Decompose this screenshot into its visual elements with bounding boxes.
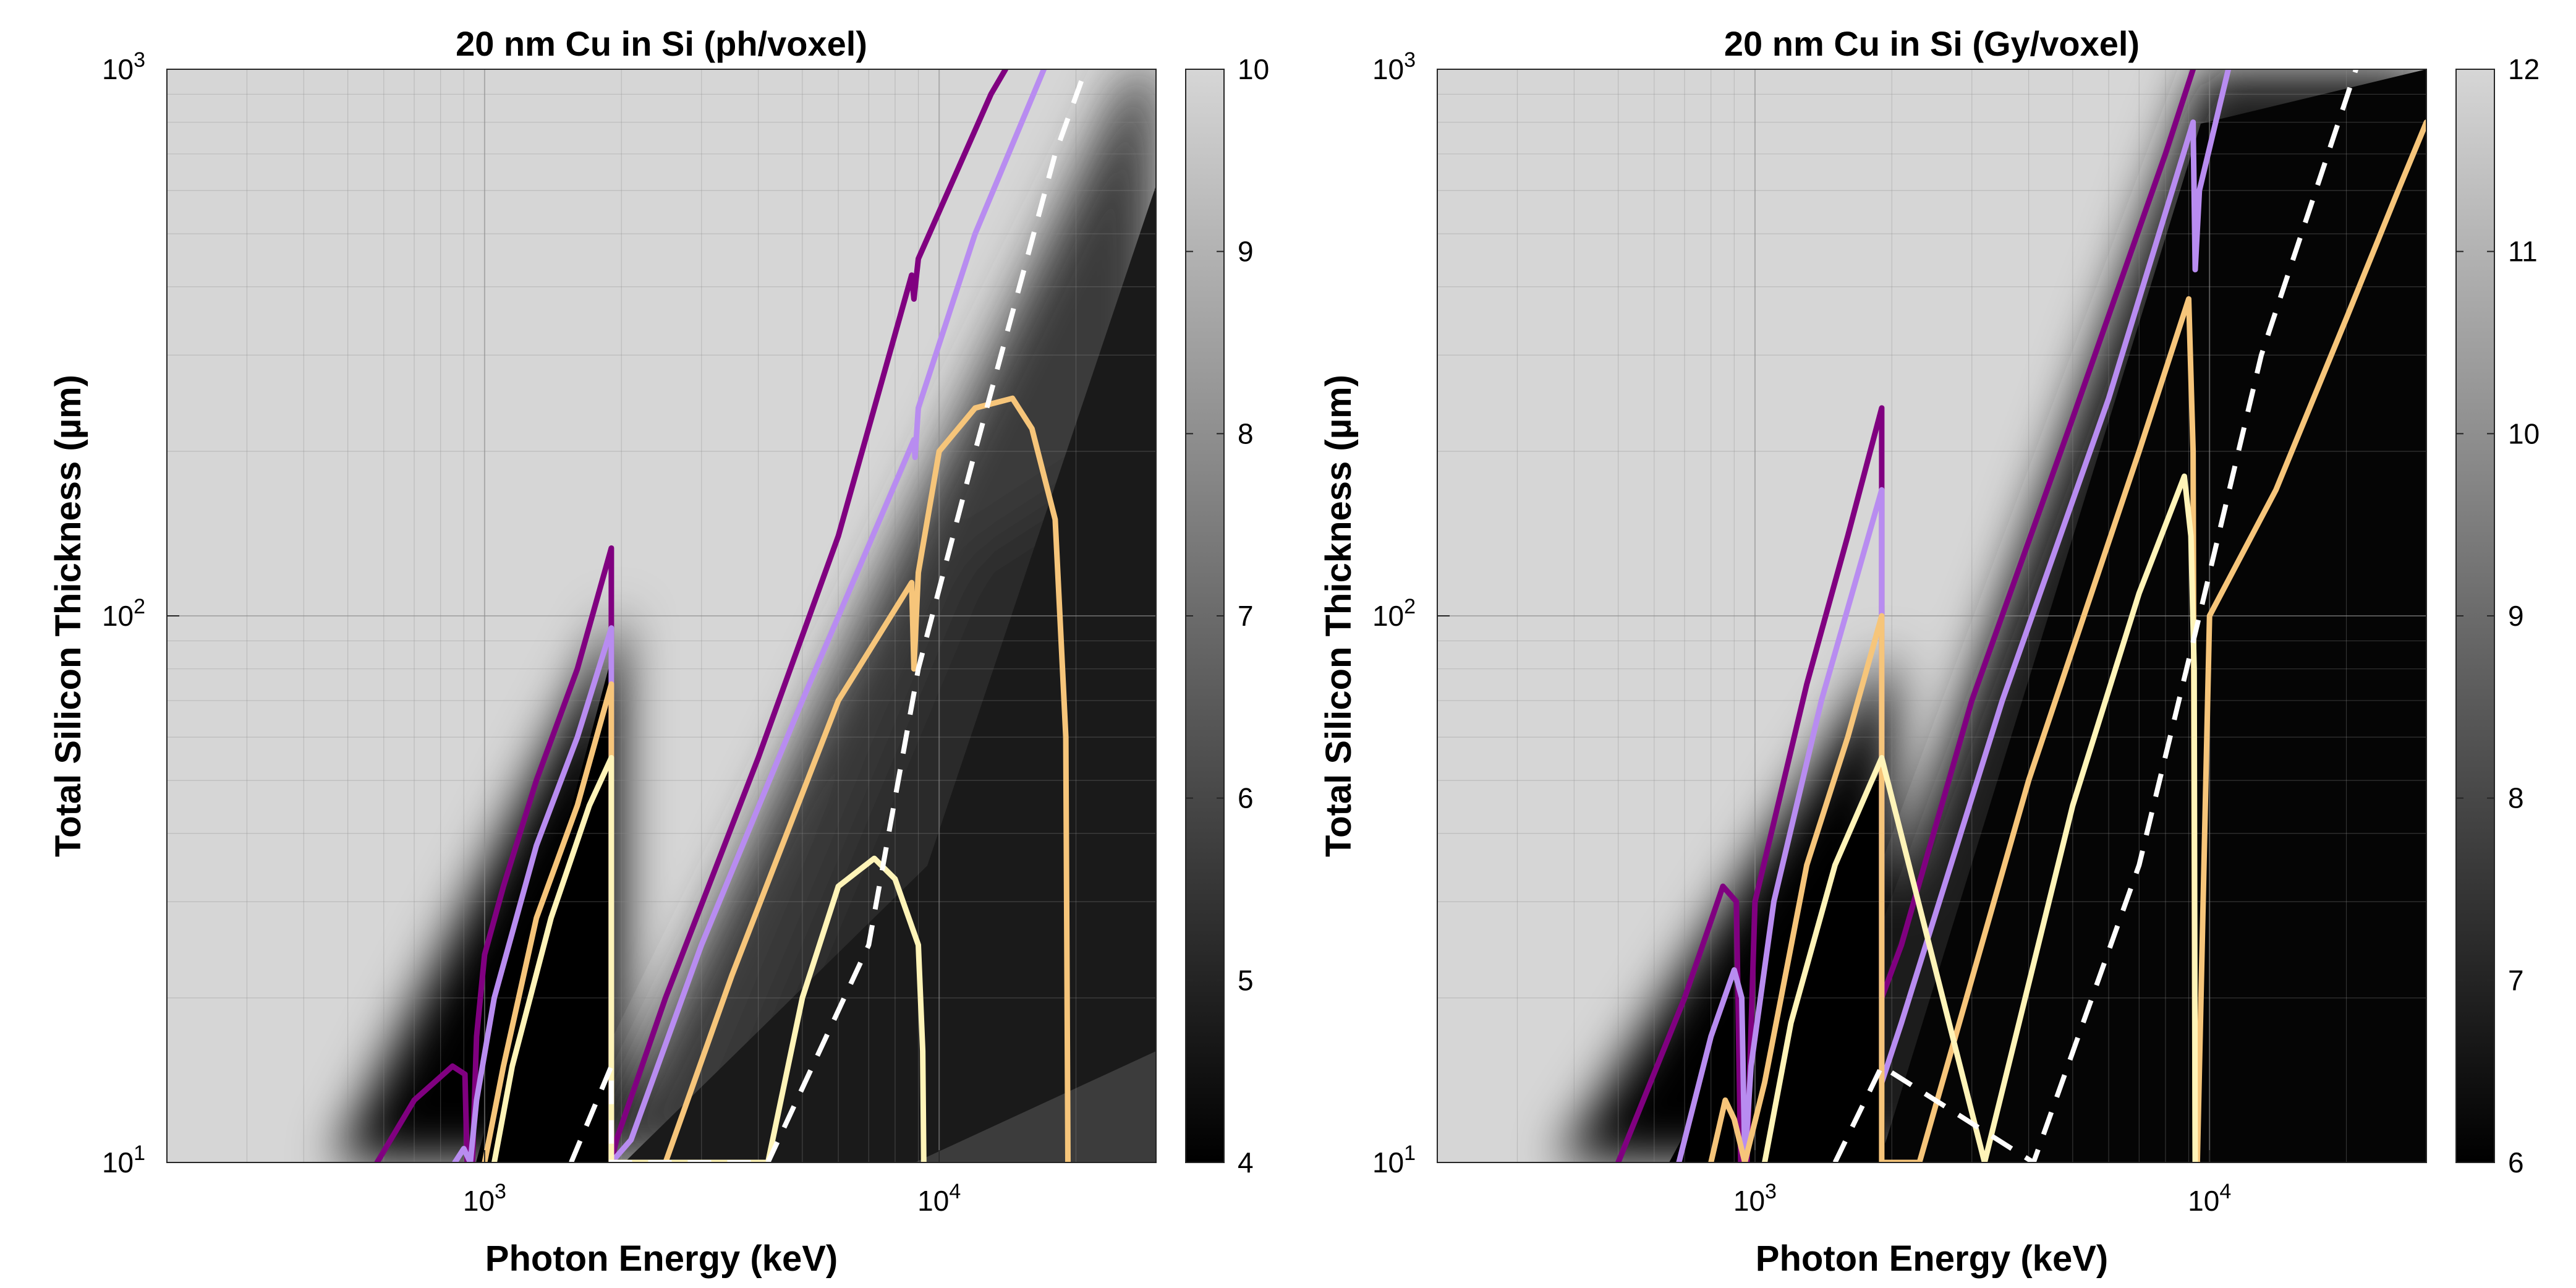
chart-title: 20 nm Cu in Si (Gy/voxel) bbox=[1724, 24, 2140, 63]
y-tick-label: 102 bbox=[102, 595, 145, 632]
colorbar-tick-label: 7 bbox=[2508, 964, 2524, 996]
colorbar-tick-label: 8 bbox=[1238, 417, 1254, 450]
chart-title: 20 nm Cu in Si (ph/voxel) bbox=[456, 24, 867, 63]
series-lines bbox=[374, 69, 1088, 1162]
colorbar-tick-label: 5 bbox=[1238, 964, 1254, 996]
series-line-5 bbox=[569, 69, 1088, 1162]
series-line-1 bbox=[1615, 69, 2196, 1162]
series-line-4 bbox=[1762, 473, 2198, 1162]
series-line-5 bbox=[1832, 69, 2358, 1162]
y-tick-label: 103 bbox=[1372, 48, 1416, 85]
y-axis-label: Total Silicon Thickness (µm) bbox=[1319, 375, 1359, 857]
x-axis-label: Photon Energy (keV) bbox=[485, 1239, 838, 1279]
series-line-2 bbox=[1676, 69, 2232, 1162]
colorbar-tick-label: 10 bbox=[2508, 417, 2540, 450]
axis-ticks: 103 104 101 102 103 bbox=[1372, 48, 2231, 1217]
panel-dose: 103 104 101 102 103 20 nm Cu in Si (Gy/voxel… bbox=[1319, 24, 2540, 1279]
x-tick-label: 104 bbox=[917, 1180, 961, 1217]
colorbar-tick-label: 10 bbox=[1238, 53, 1269, 85]
colorbar-tick-label: 4 bbox=[1238, 1146, 1254, 1179]
series-line-2 bbox=[452, 69, 1047, 1162]
y-axis-label: Total Silicon Thickness (µm) bbox=[48, 375, 88, 857]
series-line-3 bbox=[482, 395, 1071, 1162]
colorbar-tick-label: 8 bbox=[2508, 782, 2524, 814]
series-line-3 bbox=[1708, 119, 2426, 1162]
colorbar-tick-label: 12 bbox=[2508, 53, 2540, 85]
colorbar-tick-label: 9 bbox=[2508, 600, 2524, 632]
colorbar: 6 7 8 9 10 11 12 bbox=[2455, 53, 2540, 1179]
colorbar-tick-label: 6 bbox=[1238, 782, 1254, 814]
series-line-1 bbox=[374, 69, 1009, 1162]
x-tick-label: 103 bbox=[463, 1180, 506, 1217]
colorbar: 4 5 6 7 8 9 10 bbox=[1185, 53, 1269, 1179]
colorbar-tick-label: 7 bbox=[1238, 600, 1254, 632]
y-tick-label: 102 bbox=[1372, 595, 1416, 632]
colorbar-tick-label: 6 bbox=[2508, 1146, 2524, 1179]
y-tick-label: 101 bbox=[1372, 1141, 1416, 1179]
colorbar-tick-label: 9 bbox=[1238, 236, 1254, 268]
x-axis-label: Photon Energy (keV) bbox=[1756, 1239, 2108, 1279]
series-line-4 bbox=[491, 755, 927, 1162]
y-tick-label: 101 bbox=[102, 1141, 145, 1179]
y-tick-label: 103 bbox=[102, 48, 145, 85]
grid bbox=[167, 69, 1156, 1162]
x-tick-label: 104 bbox=[2188, 1180, 2231, 1217]
colorbar-tick-label: 11 bbox=[2508, 236, 2538, 268]
axis-ticks: 103 104 101 102 103 bbox=[102, 48, 961, 1217]
x-tick-label: 103 bbox=[1733, 1180, 1777, 1217]
series-lines bbox=[1615, 69, 2426, 1162]
grid bbox=[1437, 69, 2426, 1162]
